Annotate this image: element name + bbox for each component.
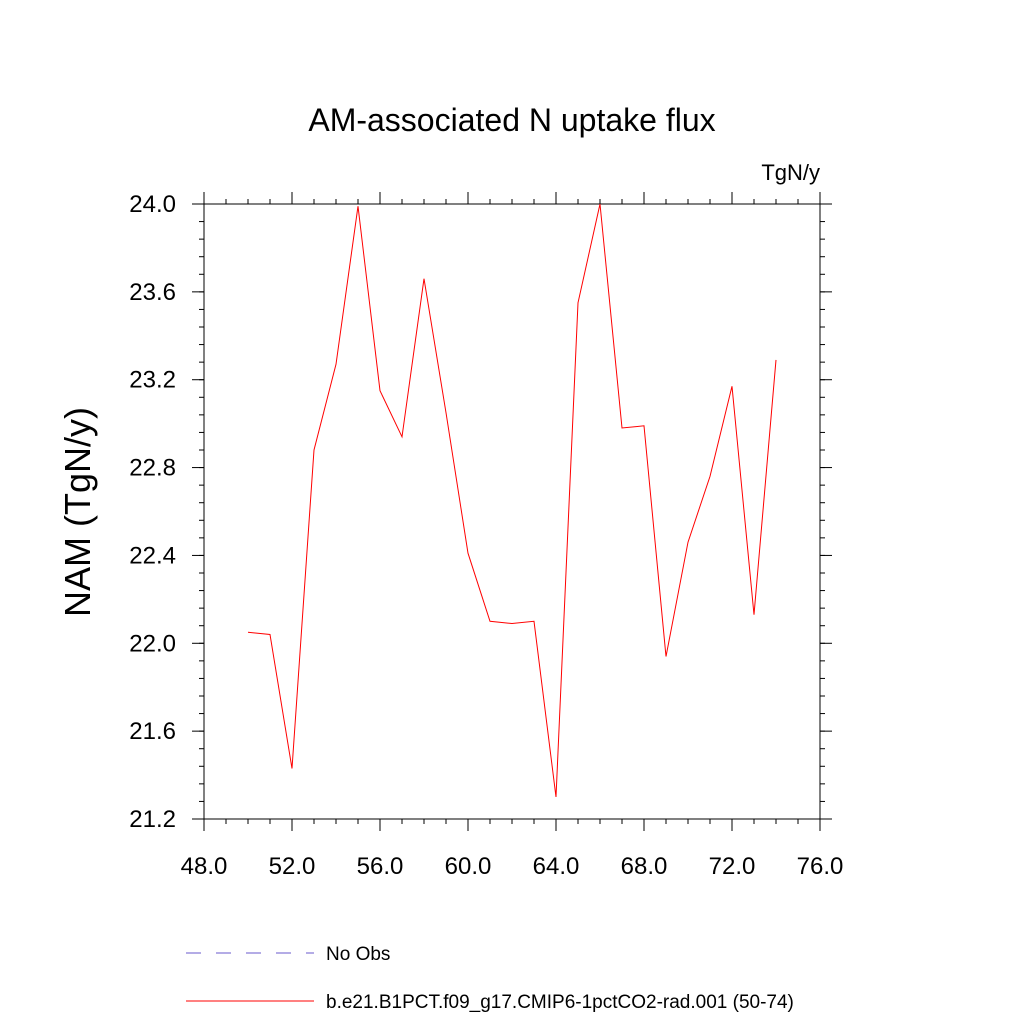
legend-label-model-run: b.e21.B1PCT.f09_g17.CMIP6-1pctCO2-rad.00… (326, 992, 794, 1013)
y-axis-label: NAM (TgN/y) (57, 407, 98, 617)
x-tick-label: 60.0 (445, 853, 492, 880)
y-tick-label: 23.2 (129, 367, 176, 394)
y-tick-label: 21.6 (129, 718, 176, 745)
x-tick-label: 48.0 (181, 853, 228, 880)
axis-ticks (192, 192, 832, 831)
chart-title: AM-associated N uptake flux (308, 102, 715, 138)
x-tick-label: 76.0 (797, 853, 844, 880)
y-tick-label: 22.0 (129, 630, 176, 657)
y-tick-label: 24.0 (129, 191, 176, 218)
y-tick-label: 23.6 (129, 279, 176, 306)
x-tick-label: 52.0 (269, 853, 316, 880)
x-tick-label: 68.0 (621, 853, 668, 880)
series-layer (247, 203, 777, 798)
x-tick-label: 72.0 (709, 853, 756, 880)
units-label: TgN/y (761, 160, 820, 185)
x-tick-label: 64.0 (533, 853, 580, 880)
plot-frame (203, 203, 821, 820)
y-tick-label: 22.8 (129, 455, 176, 482)
tick-labels: 48.0 52.0 56.0 60.0 64.0 68.0 72.0 76.0 21.2 21.6… (129, 191, 843, 880)
legend-label-no-obs: No Obs (326, 944, 390, 965)
x-tick-label: 56.0 (357, 853, 404, 880)
y-tick-label: 21.2 (129, 806, 176, 833)
series-line (247, 203, 777, 798)
legend: No Obs b.e21.B1PCT.f09_g17.CMIP6-1pctCO2… (186, 944, 794, 1013)
y-tick-label: 22.4 (129, 542, 176, 569)
